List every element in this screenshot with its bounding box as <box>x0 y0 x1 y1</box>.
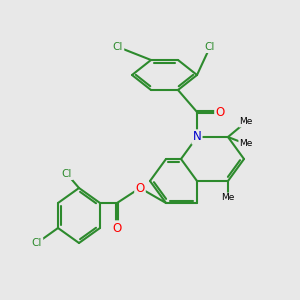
Text: O: O <box>112 221 122 235</box>
Text: Me: Me <box>221 194 235 202</box>
Text: Cl: Cl <box>205 42 215 52</box>
Text: Me: Me <box>239 118 253 127</box>
Text: Cl: Cl <box>32 238 42 248</box>
Text: O: O <box>215 106 225 118</box>
Text: Cl: Cl <box>113 42 123 52</box>
Text: Cl: Cl <box>62 169 72 179</box>
Text: Me: Me <box>239 140 253 148</box>
Text: N: N <box>193 130 201 143</box>
Text: O: O <box>135 182 145 194</box>
